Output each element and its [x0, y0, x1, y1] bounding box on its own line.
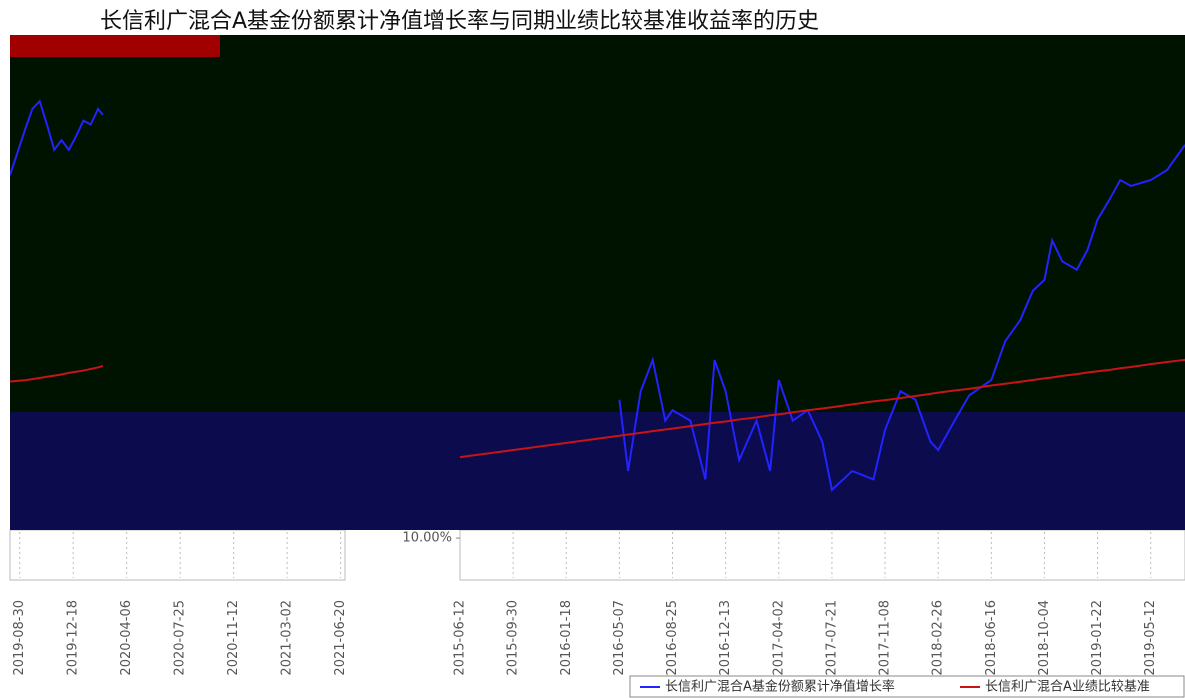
x-tick-label: 2019-12-18	[66, 600, 81, 676]
x-tick-label: 2015-09-30	[506, 600, 521, 676]
dark-band	[10, 35, 1185, 412]
panel-right	[459, 529, 1185, 581]
x-tick-label: 2015-06-12	[453, 600, 468, 676]
plot	[460, 144, 1185, 492]
glitch-bar	[10, 35, 220, 57]
chart-title: 长信利广混合A基金份额累计净值增长率与同期业绩比较基准收益率的历史	[100, 9, 819, 34]
x-tick-label: 2021-03-02	[280, 600, 295, 676]
x-tick-label: 2019-05-12	[1143, 600, 1158, 676]
plot	[10, 99, 104, 383]
x-tick-label: 2020-11-12	[226, 600, 241, 676]
x-tick-label: 2019-08-30	[12, 600, 27, 676]
x-tick-label: 2020-07-25	[173, 600, 188, 676]
series-line	[460, 358, 1185, 459]
y-tick-label: 10.00%	[402, 531, 452, 546]
x-tick-label: 2018-06-16	[984, 600, 999, 676]
series-line	[618, 144, 1185, 492]
dark-band	[10, 412, 1185, 530]
plot-layer: 2019-08-30 2019-12-18 2020-04-06 2020-07-25…	[10, 99, 1185, 676]
x-tick-label: 2016-12-13	[718, 600, 733, 676]
x-tick-label: 2018-10-04	[1037, 600, 1052, 676]
series-line	[10, 99, 104, 176]
legend	[629, 675, 1185, 698]
x-tick-label: 2017-04-02	[771, 600, 786, 676]
series-line	[10, 364, 104, 383]
legend-label: 长信利广混合A基金份额累计净值增长率	[665, 679, 895, 695]
x-tick-label: 2016-08-25	[665, 600, 680, 676]
x-tick-label: 2020-04-06	[119, 600, 134, 676]
x-tick-label: 2016-05-07	[612, 600, 627, 676]
x-tick-label: 2016-01-18	[559, 600, 574, 676]
x-tick-label: 2019-01-22	[1090, 600, 1105, 676]
panel-left	[9, 529, 346, 581]
legend-label: 长信利广混合A业绩比较基准	[985, 680, 1150, 695]
x-tick-label: 2021-06-20	[333, 600, 348, 676]
x-tick-label: 2018-02-26	[931, 600, 946, 676]
x-tick-label: 2017-11-08	[878, 600, 893, 676]
x-tick-label: 2017-07-21	[824, 600, 839, 676]
